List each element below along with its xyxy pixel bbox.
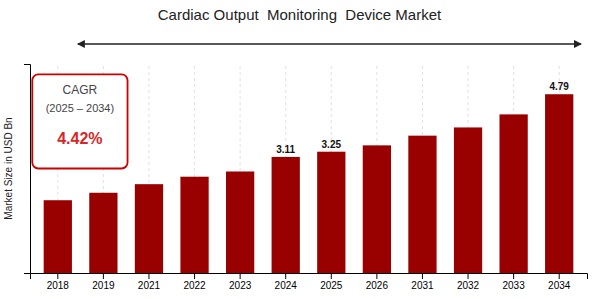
x-tick-mark [285,273,286,279]
x-tick-label: 2032 [457,280,480,291]
x-tick-mark [468,273,469,279]
x-tick: 2024 [275,273,298,291]
x-tick-mark [57,273,58,279]
x-tick-label: 2018 [47,280,70,291]
x-tick-label: 2033 [502,280,525,291]
x-tick-label: 2025 [320,280,343,291]
x-tick: 2031 [411,273,434,291]
bar [363,145,391,273]
x-tick-label: 2024 [275,280,298,291]
data-labels: 3.11 3.25 4.79 [276,81,569,155]
bar [135,184,163,273]
annotation: CAGR [63,83,98,97]
x-tick-label: 2021 [138,280,161,291]
x-tick: 2025 [320,273,343,291]
bar [317,152,345,273]
cagr-box [32,74,127,168]
x-tick: 2021 [138,273,161,291]
bar [272,157,300,273]
x-tick-label: 2026 [366,280,389,291]
chart-container: Cardiac Output Monitoring Device Market 2… [0,0,599,299]
bar [180,177,208,273]
bar [89,193,117,273]
y-axis-title: Market Size in USD Bn [3,117,14,219]
x-tick: 2018 [47,273,70,291]
y-axis-line [24,65,31,274]
title: Cardiac Output Monitoring Device Market [158,6,442,23]
x-tick-mark [103,273,104,279]
x-tick-mark [422,273,423,279]
x-tick: 2033 [502,273,525,291]
annotation: (2025 – 2034) [46,102,115,114]
x-axis: 2018 2019 2021 2022 2023 2024 2025 2026 2031 2032… [31,273,588,291]
x-tick: 2032 [457,273,480,291]
data-label: 4.79 [549,81,569,92]
x-tick-mark [194,273,195,279]
data-label: 3.25 [322,139,342,150]
cagr-annotation: CAGR (2025 – 2034) 4.42% [32,74,127,168]
x-tick-mark [513,273,514,279]
data-label: 3.11 [276,144,295,155]
x-tick: 2022 [183,273,206,291]
x-tick-label: 2031 [411,280,434,291]
chart-svg: Cardiac Output Monitoring Device Market 2… [0,0,599,299]
x-tick-mark [376,273,377,279]
annotation: 4.42% [57,130,102,147]
x-tick-label: 2022 [183,280,206,291]
x-tick-label: 2034 [548,280,571,291]
x-tick: 2019 [92,273,115,291]
grid [58,64,559,273]
y-axis [24,65,31,274]
bar [499,114,527,273]
bar [226,171,254,273]
x-tick-mark [331,273,332,279]
x-tick: 2023 [229,273,252,291]
x-tick-label: 2019 [92,280,115,291]
bar [44,200,72,273]
bar [454,127,482,273]
x-tick: 2026 [366,273,389,291]
x-tick-mark [148,273,149,279]
x-tick-mark [559,273,560,279]
x-tick-label: 2023 [229,280,252,291]
x-tick: 2034 [548,273,571,291]
bar [408,136,436,273]
range-arrow [78,43,581,44]
bar [545,94,573,273]
x-tick-mark [240,273,241,279]
x-axis-line [31,274,588,280]
